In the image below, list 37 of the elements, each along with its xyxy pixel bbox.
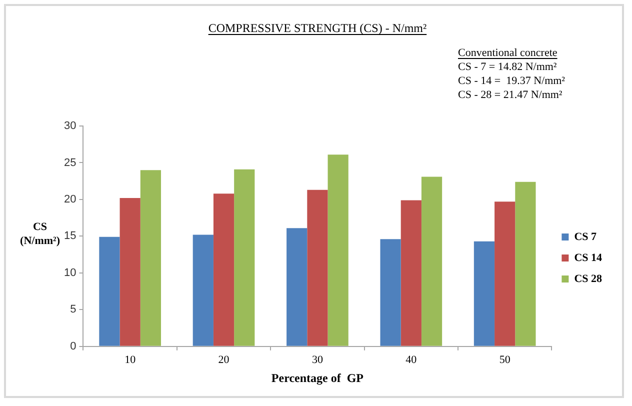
y-tick-label: 20 — [64, 194, 76, 206]
bar — [120, 198, 140, 346]
text: CS - 28 = 21.47 N/mm² — [458, 89, 563, 101]
bar — [474, 241, 495, 346]
x-tick-label: 20 — [218, 354, 230, 366]
legend-label: CS 28 — [574, 272, 602, 285]
y-tick-label: 5 — [70, 304, 76, 316]
bar — [328, 154, 348, 346]
y-tick-label: 0 — [70, 340, 76, 352]
x-axis-title: Percentage of GP — [271, 370, 364, 385]
bar — [99, 236, 120, 346]
x-tick-label: 50 — [499, 354, 511, 366]
y-tick-label: 25 — [64, 156, 76, 169]
x-tick-label: 30 — [312, 354, 324, 366]
y-tick-label: 30 — [64, 120, 76, 132]
bar — [192, 234, 214, 346]
bar — [380, 239, 401, 346]
x-tick-label: 10 — [124, 354, 136, 366]
bar — [494, 202, 516, 346]
bar — [400, 200, 422, 346]
y-tick-label: 10 — [64, 266, 76, 279]
text: CS - 7 = 14.82 N/mm² — [458, 61, 558, 73]
bar — [307, 190, 328, 346]
y-axis-title: CS (N/mm²) — [20, 221, 60, 248]
bar — [234, 169, 255, 346]
bar — [515, 182, 536, 346]
text: Conventional concrete — [458, 47, 558, 59]
x-tick-label: 40 — [406, 354, 418, 366]
chart-title: COMPRESSIVE STRENGTH (CS) - N/mm² — [208, 21, 427, 35]
text: CS - 14 = 19.37 N/mm² — [458, 75, 566, 87]
legend-label: CS 14 — [574, 252, 602, 264]
bar — [286, 228, 308, 346]
y-tick-label: 15 — [64, 230, 76, 242]
bar — [421, 176, 442, 346]
bar — [213, 194, 234, 346]
legend-label: CS 7 — [574, 230, 597, 243]
bar — [140, 170, 161, 346]
